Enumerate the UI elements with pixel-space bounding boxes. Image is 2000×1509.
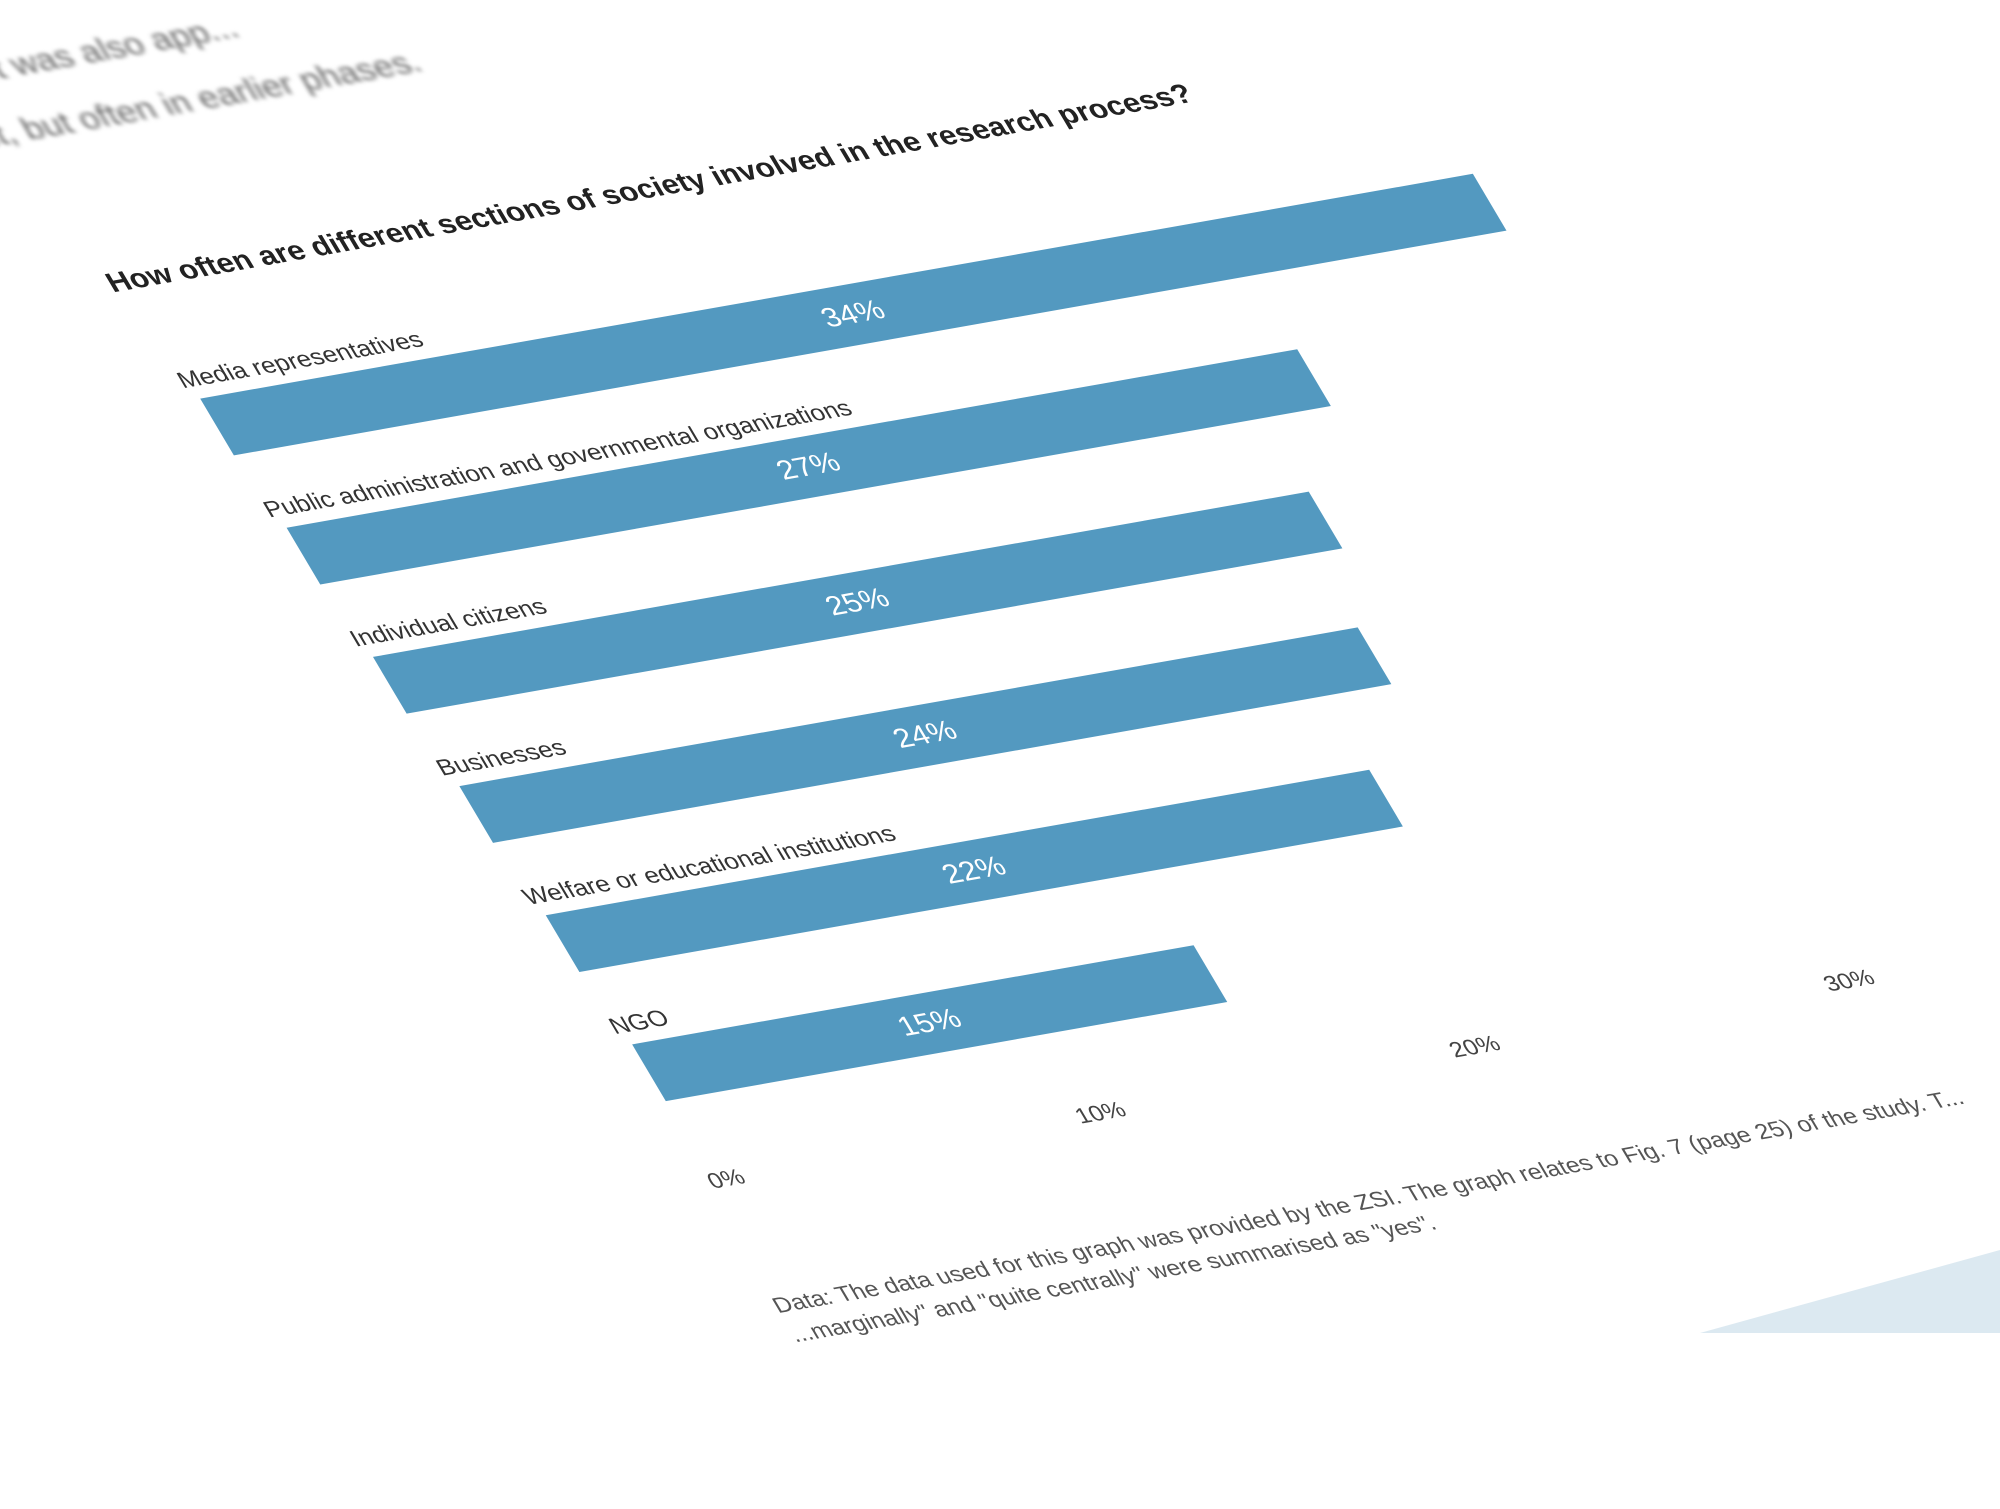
bar: 15%: [632, 945, 1228, 1102]
x-tick-label: 20%: [1444, 1031, 1506, 1063]
data-label: 24%: [887, 715, 964, 755]
x-tick-label: 30%: [1818, 965, 1880, 997]
data-label: 25%: [819, 582, 896, 622]
data-label: 15%: [891, 1003, 968, 1043]
data-label: 27%: [770, 447, 847, 486]
data-label: 34%: [815, 294, 892, 334]
x-tick-label: 10%: [1070, 1097, 1132, 1129]
x-tick-label: 0%: [702, 1164, 751, 1194]
chart-note-line: Data: The data used for this graph was p…: [767, 1085, 1969, 1319]
data-label: 22%: [936, 851, 1013, 890]
category-label: NGO: [603, 1005, 675, 1040]
chart: ...visory role. It was also app... ...th…: [0, 0, 2000, 1474]
